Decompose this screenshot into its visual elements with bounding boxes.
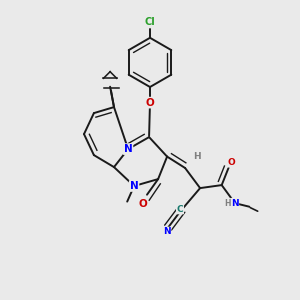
Text: N: N bbox=[130, 181, 139, 191]
Text: N: N bbox=[163, 227, 171, 236]
Text: O: O bbox=[146, 98, 154, 108]
Text: H: H bbox=[193, 152, 200, 161]
Text: N: N bbox=[231, 199, 239, 208]
Text: C: C bbox=[177, 205, 183, 214]
Text: O: O bbox=[138, 199, 147, 209]
Text: Cl: Cl bbox=[145, 16, 155, 27]
Text: N: N bbox=[124, 144, 133, 154]
Text: H: H bbox=[224, 200, 230, 208]
Text: O: O bbox=[227, 158, 235, 167]
